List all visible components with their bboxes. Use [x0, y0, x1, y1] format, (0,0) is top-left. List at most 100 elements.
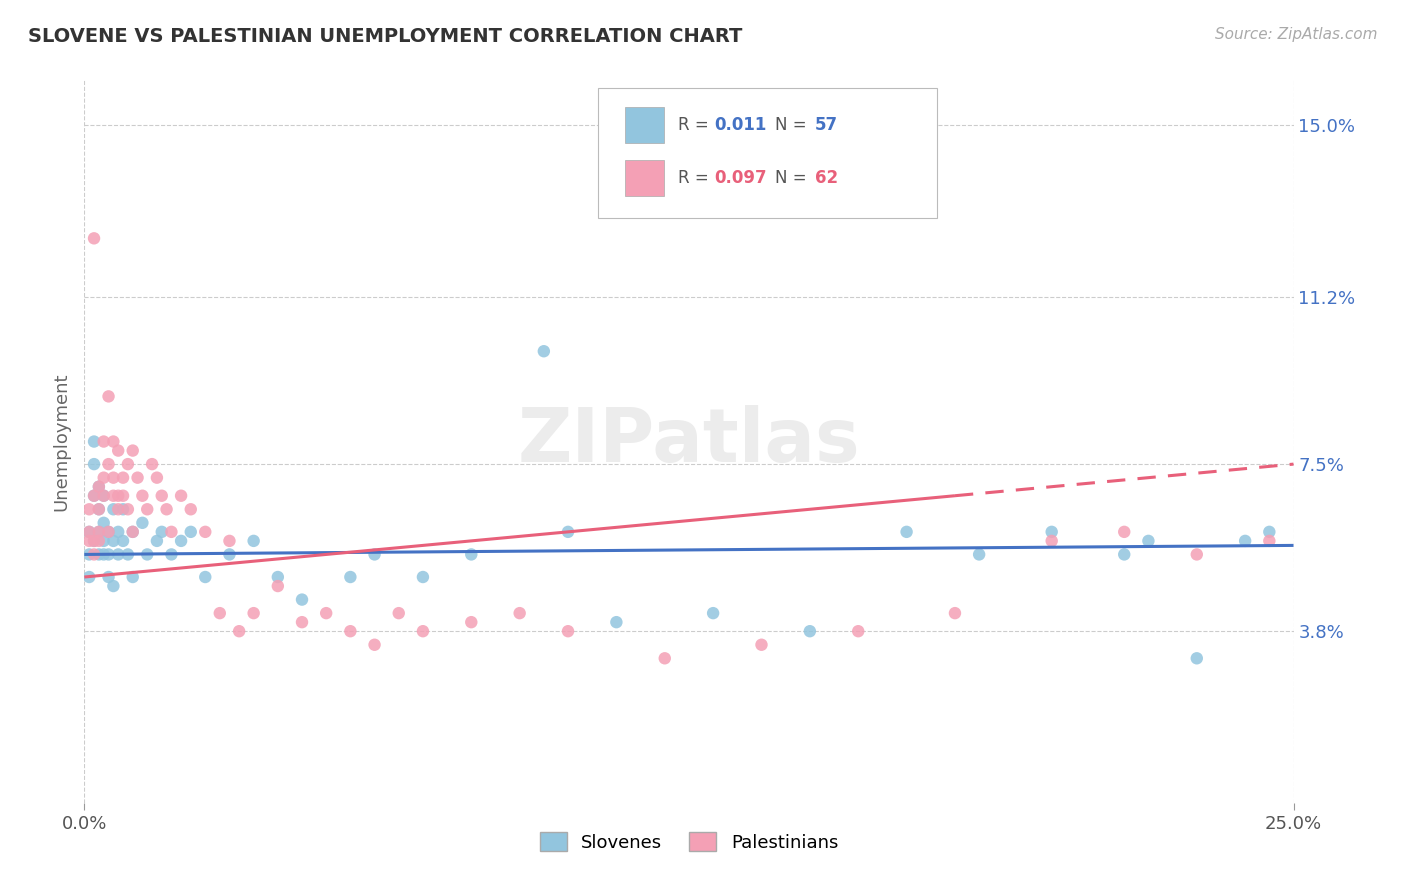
Point — [1114, 524, 1136, 539]
Point — [412, 570, 434, 584]
Point — [194, 570, 217, 584]
Point — [117, 502, 139, 516]
Point — [363, 638, 385, 652]
Point — [112, 471, 135, 485]
Point — [87, 480, 110, 494]
Point — [77, 533, 100, 548]
Point — [533, 344, 555, 359]
Point — [605, 615, 627, 630]
Point — [291, 592, 314, 607]
Point — [267, 570, 290, 584]
Text: SLOVENE VS PALESTINIAN UNEMPLOYMENT CORRELATION CHART: SLOVENE VS PALESTINIAN UNEMPLOYMENT CORR… — [28, 27, 742, 45]
Point — [103, 471, 125, 485]
Point — [103, 502, 125, 516]
Point — [97, 524, 120, 539]
Point — [87, 480, 110, 494]
Point — [141, 457, 163, 471]
Point — [112, 533, 135, 548]
Point — [93, 489, 115, 503]
Point — [846, 624, 869, 639]
Point — [460, 548, 482, 562]
Point — [77, 524, 100, 539]
Y-axis label: Unemployment: Unemployment — [52, 372, 70, 511]
Point — [896, 524, 918, 539]
Point — [388, 606, 411, 620]
Point — [170, 489, 193, 503]
Point — [87, 524, 110, 539]
Point — [121, 524, 143, 539]
Point — [107, 548, 129, 562]
Text: R =: R = — [678, 116, 714, 134]
Point — [1040, 524, 1063, 539]
Point — [107, 443, 129, 458]
Point — [702, 606, 724, 620]
Point — [83, 489, 105, 503]
Point — [107, 489, 129, 503]
Point — [97, 570, 120, 584]
Point — [93, 533, 115, 548]
Point — [121, 443, 143, 458]
Point — [557, 624, 579, 639]
Point — [242, 606, 264, 620]
Point — [160, 548, 183, 562]
FancyBboxPatch shape — [624, 107, 664, 143]
Point — [412, 624, 434, 639]
Point — [107, 524, 129, 539]
Point — [97, 389, 120, 403]
Point — [83, 489, 105, 503]
Point — [77, 524, 100, 539]
Text: 57: 57 — [814, 116, 838, 134]
Point — [83, 548, 105, 562]
Point — [943, 606, 966, 620]
Point — [218, 533, 240, 548]
Point — [93, 516, 115, 530]
Point — [97, 524, 120, 539]
Point — [180, 502, 202, 516]
Point — [117, 548, 139, 562]
Point — [1185, 548, 1208, 562]
Text: N =: N = — [775, 169, 811, 186]
Point — [654, 651, 676, 665]
Point — [127, 471, 149, 485]
Point — [339, 624, 361, 639]
Point — [83, 231, 105, 245]
Point — [87, 502, 110, 516]
Point — [121, 570, 143, 584]
Point — [218, 548, 240, 562]
Point — [967, 548, 990, 562]
Point — [93, 434, 115, 449]
Point — [83, 434, 105, 449]
Point — [315, 606, 337, 620]
Point — [170, 533, 193, 548]
Point — [117, 457, 139, 471]
Point — [103, 489, 125, 503]
Point — [1258, 533, 1281, 548]
FancyBboxPatch shape — [624, 160, 664, 196]
Point — [87, 524, 110, 539]
Point — [208, 606, 231, 620]
Point — [77, 548, 100, 562]
Point — [93, 471, 115, 485]
Point — [83, 533, 105, 548]
Point — [180, 524, 202, 539]
Point — [97, 457, 120, 471]
Point — [194, 524, 217, 539]
Point — [146, 471, 169, 485]
Legend: Slovenes, Palestinians: Slovenes, Palestinians — [533, 825, 845, 859]
Point — [136, 548, 159, 562]
Text: 0.011: 0.011 — [714, 116, 766, 134]
Point — [1234, 533, 1257, 548]
Point — [751, 638, 773, 652]
Point — [87, 548, 110, 562]
Point — [1137, 533, 1160, 548]
Point — [107, 502, 129, 516]
Text: 62: 62 — [814, 169, 838, 186]
FancyBboxPatch shape — [599, 87, 936, 218]
Point — [1040, 533, 1063, 548]
Text: R =: R = — [678, 169, 714, 186]
Point — [131, 489, 153, 503]
Point — [121, 524, 143, 539]
Point — [77, 570, 100, 584]
Text: Source: ZipAtlas.com: Source: ZipAtlas.com — [1215, 27, 1378, 42]
Point — [291, 615, 314, 630]
